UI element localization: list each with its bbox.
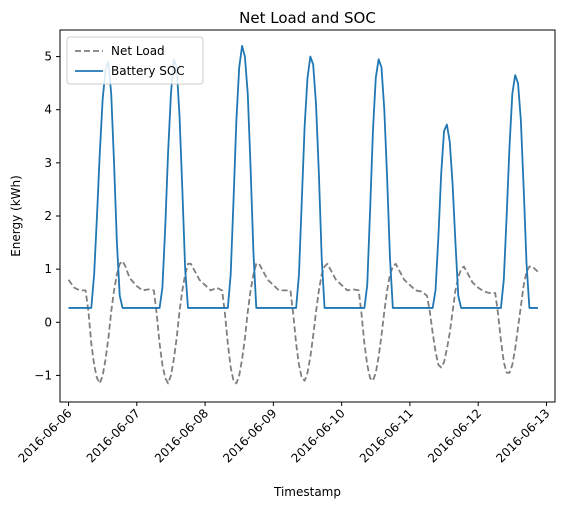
- y-axis-label: Energy (kWh): [9, 175, 23, 257]
- x-tick-label: 2016-06-10: [289, 406, 348, 465]
- x-tick-label: 2016-06-06: [15, 406, 74, 465]
- chart-title: Net Load and SOC: [239, 9, 376, 27]
- x-tick-label: 2016-06-11: [357, 406, 416, 465]
- legend-box: [66, 36, 204, 85]
- y-tick-label: 4: [44, 103, 52, 117]
- y-tick-label: 5: [44, 50, 52, 64]
- x-tick-label: 2016-06-08: [152, 406, 211, 465]
- x-tick-label: 2016-06-12: [425, 406, 484, 465]
- y-tick-label: 2: [44, 209, 52, 223]
- plot-area: [67, 45, 539, 385]
- x-tick-label: 2016-06-13: [493, 406, 552, 465]
- y-tick-label: 3: [44, 156, 52, 170]
- legend-label: Net Load: [111, 44, 165, 58]
- legend: Net Load Battery SOC: [66, 36, 204, 85]
- series-line-net-load: [67, 260, 539, 385]
- x-tick-label: 2016-06-09: [220, 406, 279, 465]
- series-line-battery-soc: [68, 45, 538, 309]
- x-tick-label: 2016-06-07: [84, 406, 143, 465]
- y-tick-label: 0: [44, 315, 52, 329]
- x-axis-label: Timestamp: [273, 485, 341, 499]
- y-tick-label: 1: [44, 262, 52, 276]
- y-tick-label: −1: [34, 368, 52, 382]
- legend-label: Battery SOC: [111, 64, 185, 78]
